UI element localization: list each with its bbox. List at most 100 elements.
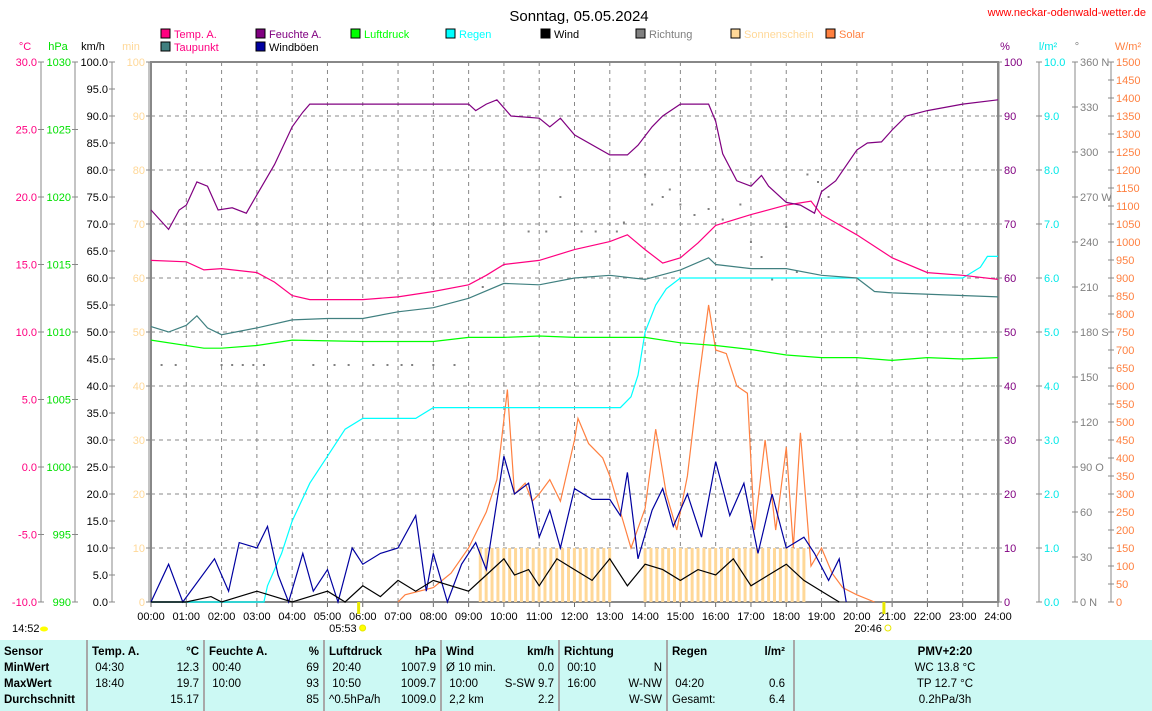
sunshine-bar [737, 548, 741, 602]
legend-swatch-sunshine [730, 28, 741, 39]
stats-table: Sensor MinWert MaxWert Durchschnitt Temp… [0, 640, 1152, 711]
axis-label-direction: 180 S [1080, 327, 1109, 339]
x-tick-label: 11:00 [526, 611, 553, 623]
wind-min-value: 0.0 [538, 662, 554, 674]
axis-unit-direction: ° [1075, 41, 1079, 53]
direction-point [160, 364, 163, 366]
direction-point [644, 173, 647, 176]
temp-header: Temp. A. [92, 646, 140, 658]
axis-label-solar: 200 [1116, 525, 1134, 537]
hum-min-value: 69 [306, 662, 319, 674]
sunshine-bar [549, 548, 553, 602]
axis-label-sunshine: 80 [133, 165, 145, 177]
axis-label-pressure: 1025 [47, 125, 71, 137]
pressure-trend-3h: 0.2hPa/3h [918, 694, 972, 706]
axis-label-solar: 1500 [1116, 57, 1140, 69]
axis-label-solar: 300 [1116, 489, 1134, 501]
x-tick-label: 10:00 [490, 611, 518, 623]
axis-label-direction: 60 [1080, 507, 1092, 519]
axis-label-humidity: 60 [1004, 273, 1016, 285]
sunshine-bar [649, 548, 653, 602]
row-label-max: MaxWert [4, 678, 52, 690]
sunshine-bar [749, 548, 753, 602]
chart-title: Sonntag, 05.05.2024 [509, 8, 648, 25]
axis-label-pressure: 1010 [47, 327, 71, 339]
row-label-min: MinWert [4, 662, 50, 674]
axis-unit-wind: km/h [81, 41, 105, 53]
axis-label-humidity: 0 [1004, 597, 1010, 609]
axis-label-wind: 15.0 [87, 516, 108, 528]
direction-point [795, 271, 798, 273]
sunshine-bar [778, 548, 782, 602]
temp-max-value: 19.7 [176, 678, 199, 690]
axis-label-temp: 15.0 [16, 260, 37, 272]
legend-swatch-rain [445, 28, 456, 39]
axis-label-solar: 1300 [1116, 129, 1140, 141]
direction-point [760, 256, 763, 258]
direction-point [827, 196, 830, 198]
dir-min-value: N [653, 662, 662, 674]
legend-swatch-solar [825, 28, 836, 39]
series-line-humidity [150, 99, 999, 231]
legend-swatch-gusts [255, 41, 266, 52]
sunshine-bar [720, 548, 724, 602]
axis-unit-rain: l/m² [1039, 41, 1058, 53]
axis-label-wind: 25.0 [87, 462, 108, 474]
legend-swatch-wind [540, 28, 551, 39]
direction-point [749, 241, 752, 243]
axis-label-sunshine: 10 [133, 543, 145, 555]
axis-label-solar: 650 [1116, 363, 1134, 375]
axis-label-solar: 1250 [1116, 147, 1140, 159]
sunshine-bar [690, 548, 694, 602]
direction-point [679, 203, 682, 206]
dir-max-time: 16:00 [567, 678, 596, 690]
rain-max-time: 04:20 [675, 678, 704, 690]
axis-label-wind: 35.0 [87, 408, 108, 420]
hum-avg: 85 [306, 694, 319, 706]
axis-label-solar: 50 [1116, 579, 1128, 591]
axis-label-direction: 330 [1080, 102, 1098, 114]
sunshine-bar [531, 548, 535, 602]
axis-label-temp: 30.0 [16, 57, 37, 69]
temp-min-time: 04:30 [95, 662, 124, 674]
sunshine-bar [508, 548, 512, 602]
direction-point [174, 364, 177, 366]
direction-point [580, 230, 583, 233]
axis-label-solar: 1050 [1116, 219, 1140, 231]
sunshine-bar [684, 548, 688, 602]
axis-label-rain: 4.0 [1044, 381, 1059, 393]
axis-label-solar: 350 [1116, 471, 1134, 483]
sunrise-sun-icon [359, 624, 367, 632]
press-max-value: 1009.7 [400, 678, 436, 690]
sun-cloud-icon [40, 626, 48, 632]
direction-point [220, 364, 223, 366]
dir-avg: W-SW [628, 694, 662, 706]
temp-max-time: 18:40 [95, 678, 124, 690]
axis-label-direction: 270 W [1080, 192, 1112, 204]
direction-point [771, 278, 774, 281]
axis-label-humidity: 20 [1004, 489, 1016, 501]
axis-label-sunshine: 30 [133, 435, 145, 447]
sunshine-bar [608, 548, 612, 602]
press-min-time: 20:40 [332, 662, 361, 674]
axis-label-rain: 0.0 [1044, 597, 1059, 609]
axis-label-solar: 100 [1116, 561, 1134, 573]
axis-label-wind: 70.0 [87, 219, 108, 231]
axis-label-solar: 0 [1116, 597, 1122, 609]
axis-label-solar: 950 [1116, 255, 1134, 267]
sunshine-bar [572, 548, 576, 602]
direction-point [400, 364, 403, 366]
sunshine-bar [672, 548, 676, 602]
direction-point [411, 364, 414, 366]
hum-unit: % [308, 646, 319, 658]
sunshine-bar [543, 548, 547, 602]
temp-unit: °C [186, 646, 199, 658]
axis-unit-sunshine: min [122, 41, 140, 53]
axis-label-pressure: 1005 [47, 395, 71, 407]
sunshine-bar [696, 548, 700, 602]
x-tick-label: 05:00 [314, 611, 342, 623]
press-trend: ^0.5hPa/h [329, 694, 381, 706]
row-label-avg: Durchschnitt [4, 694, 75, 706]
col-rain: Regen l/m² 04:20 0.6 Gesamt: 6.4 [668, 640, 795, 711]
